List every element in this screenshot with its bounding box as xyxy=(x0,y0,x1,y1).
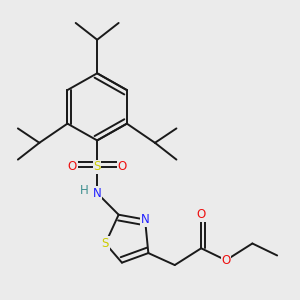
Text: O: O xyxy=(221,254,231,267)
Text: N: N xyxy=(93,187,101,200)
Text: S: S xyxy=(94,160,101,173)
Text: O: O xyxy=(196,208,206,221)
Text: O: O xyxy=(117,160,127,173)
Text: O: O xyxy=(68,160,77,173)
Text: H: H xyxy=(80,184,88,197)
Text: S: S xyxy=(102,237,109,250)
Text: N: N xyxy=(141,213,149,226)
